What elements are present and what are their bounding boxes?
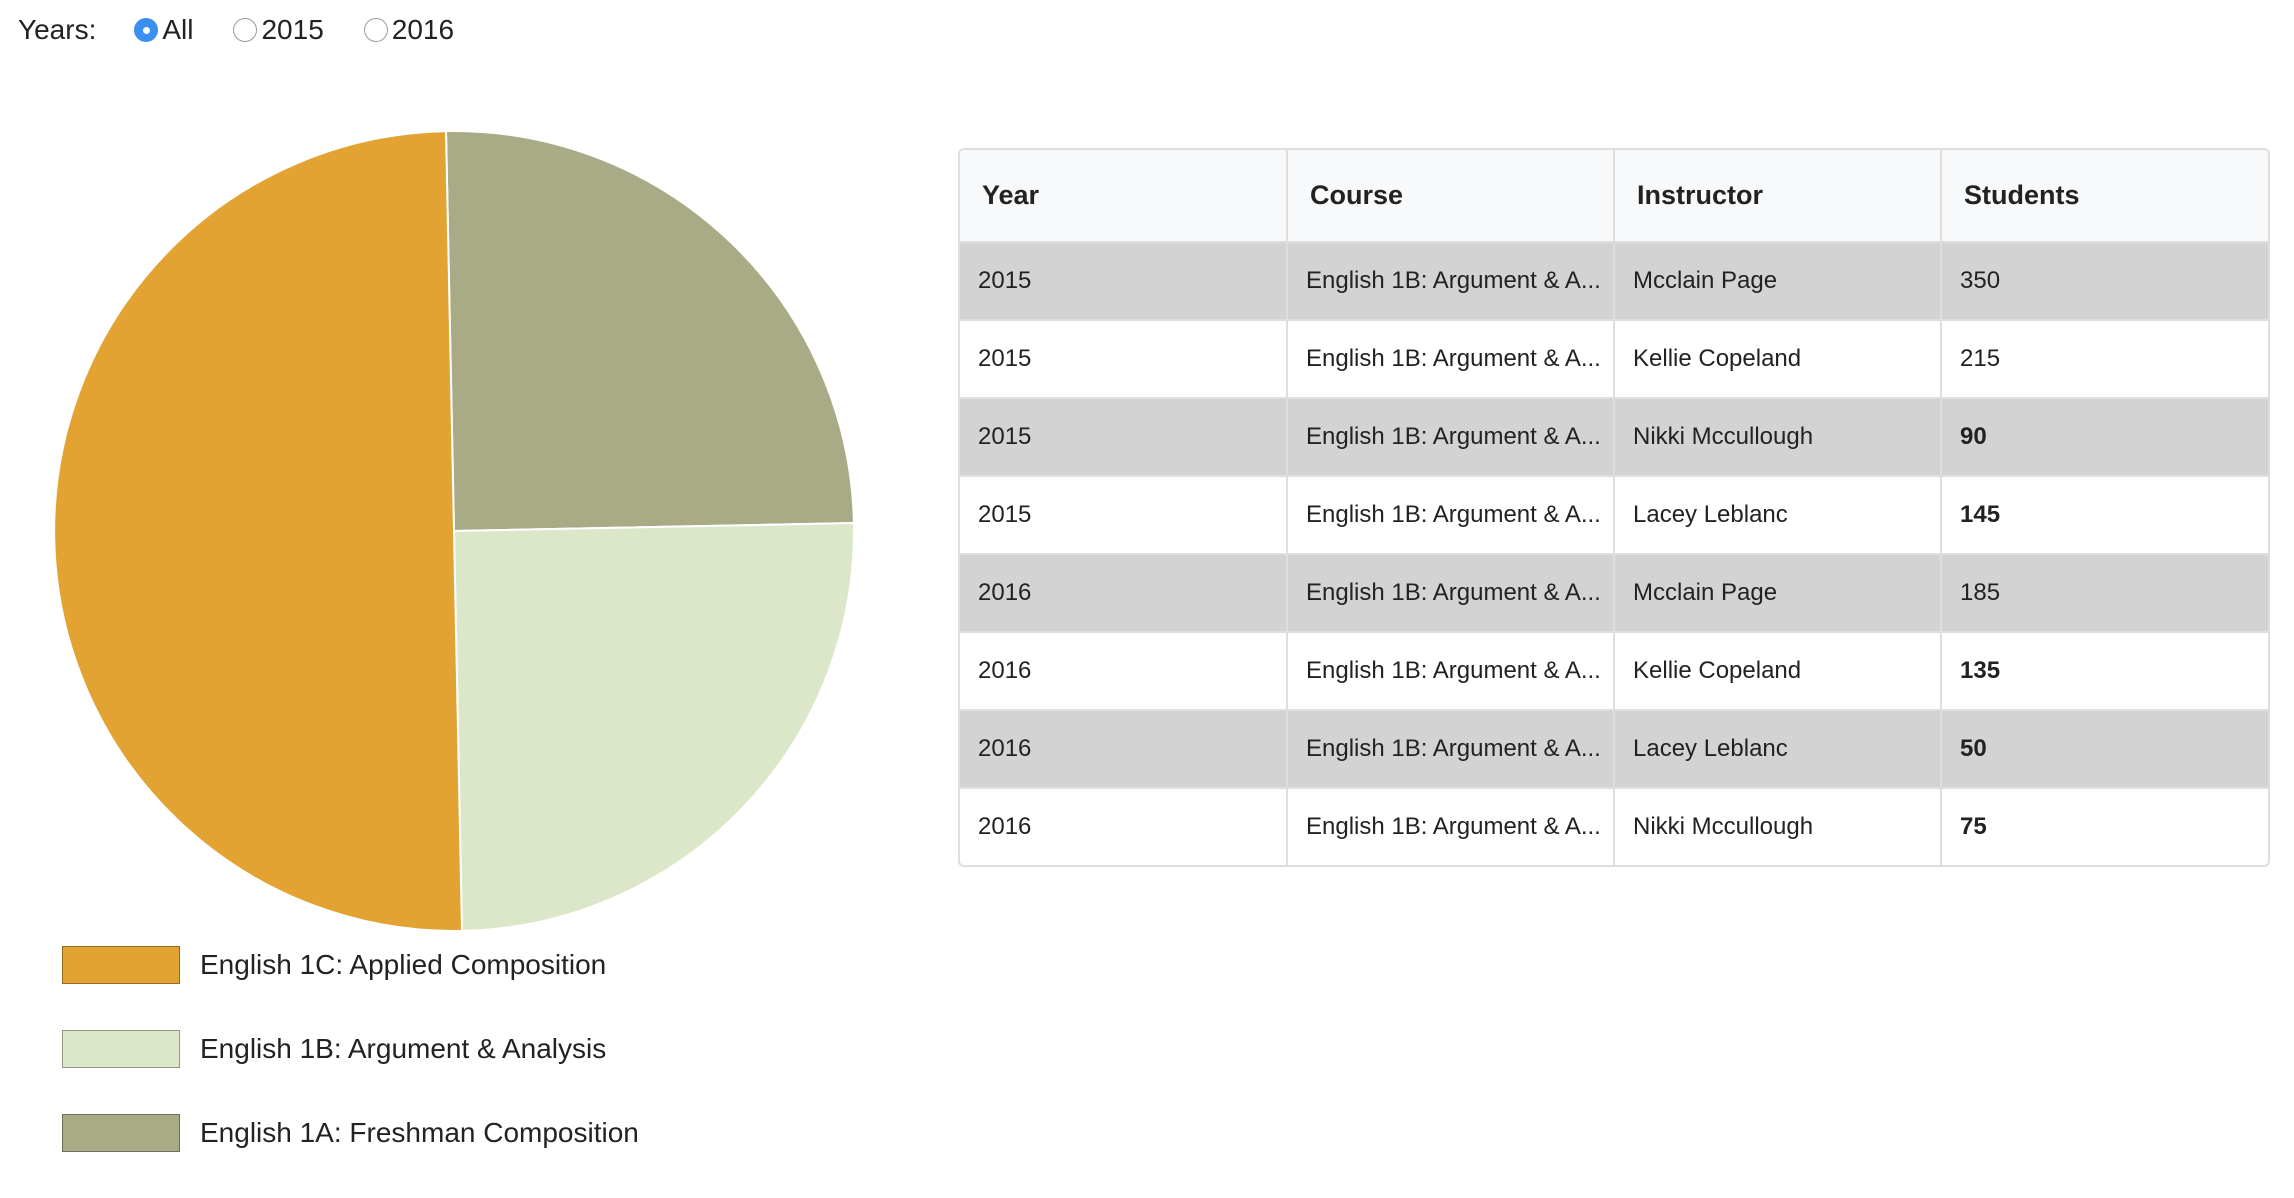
table-row[interactable]: 2016 English 1B: Argument & A... Nikki Mcc… <box>960 788 2268 865</box>
cell-students: 185 <box>1941 554 2268 633</box>
cell-students: 90 <box>1941 398 2268 477</box>
radio-dot <box>142 26 150 34</box>
cell-instructor: Lacey Leblanc <box>1614 476 1942 555</box>
legend-label: English 1C: Applied Composition <box>200 949 607 980</box>
cell-course: English 1B: Argument & A... <box>1287 788 1615 865</box>
pie-chart <box>53 130 855 932</box>
chart-legend: English 1C: Applied Composition English 1… <box>62 946 639 1198</box>
legend-item[interactable]: English 1A: Freshman Composition <box>62 1114 639 1152</box>
cell-year: 2015 <box>960 476 1288 555</box>
table-row[interactable]: 2015 English 1B: Argument & A... Mcclain P… <box>960 242 2268 321</box>
header-students[interactable]: Students <box>1941 150 2268 243</box>
table-row[interactable]: 2015 English 1B: Argument & A... Kellie Co… <box>960 320 2268 399</box>
radio-button-2015[interactable] <box>233 18 258 42</box>
radio-label-2016[interactable]: 2016 <box>391 14 455 45</box>
table-row[interactable]: 2015 English 1B: Argument & A... Nikki Mcc… <box>960 398 2268 477</box>
cell-course: English 1B: Argument & A... <box>1287 476 1615 555</box>
cell-instructor: Kellie Copeland <box>1614 632 1942 711</box>
cell-course: English 1B: Argument & A... <box>1287 554 1615 633</box>
table-row[interactable]: 2016 English 1B: Argument & A... Kellie Co… <box>960 632 2268 711</box>
cell-course: English 1B: Argument & A... <box>1287 320 1615 399</box>
radio-label-all[interactable]: All <box>162 14 194 45</box>
data-table-container: Year Course Instructor Students 2015 Engl… <box>958 148 2270 867</box>
radio-label-2015[interactable]: 2015 <box>261 14 324 45</box>
cell-course: English 1B: Argument & A... <box>1287 710 1615 789</box>
radio-option-2015[interactable]: 2015 <box>233 14 324 46</box>
table-row[interactable]: 2016 English 1B: Argument & A... Lacey Leb… <box>960 710 2268 789</box>
cell-instructor: Mcclain Page <box>1614 554 1942 633</box>
cell-year: 2015 <box>960 242 1288 321</box>
legend-swatch <box>62 1114 180 1152</box>
radio-button-2016[interactable] <box>363 18 388 42</box>
cell-course: English 1B: Argument & A... <box>1287 242 1615 321</box>
pie-slice-english-1c[interactable] <box>53 130 464 932</box>
cell-instructor: Kellie Copeland <box>1614 320 1942 399</box>
cell-instructor: Nikki Mccullough <box>1614 398 1942 477</box>
legend-swatch <box>62 1030 180 1068</box>
radio-option-all[interactable]: All <box>134 14 193 46</box>
cell-course: English 1B: Argument & A... <box>1287 632 1615 711</box>
cell-students: 75 <box>1960 813 1987 840</box>
table-row[interactable]: 2015 English 1B: Argument & A... Lacey Leb… <box>960 476 2268 555</box>
cell-students: 215 <box>1941 320 2268 399</box>
years-label: Years: <box>18 14 97 45</box>
cell-instructor: Nikki Mccullough <box>1614 788 1942 865</box>
years-filter: Years: All 2015 2016 <box>18 10 494 50</box>
cell-students: 50 <box>1941 710 2268 789</box>
radio-button-all[interactable] <box>134 18 159 42</box>
pie-slice-english-1b[interactable] <box>452 521 855 932</box>
cell-instructor: Mcclain Page <box>1614 242 1942 321</box>
cell-year: 2016 <box>960 554 1288 633</box>
pie-slice-english-1a[interactable] <box>444 130 855 533</box>
cell-year: 2015 <box>960 320 1288 399</box>
radio-option-2016[interactable]: 2016 <box>363 14 455 46</box>
cell-course: English 1B: Argument & A... <box>1287 398 1615 477</box>
legend-item[interactable]: English 1B: Argument & Analysis <box>62 1030 639 1068</box>
cell-instructor: Lacey Leblanc <box>1614 710 1942 789</box>
legend-swatch <box>62 946 180 984</box>
table-header-row: Year Course Instructor Students <box>960 150 2268 243</box>
cell-year: 2015 <box>960 398 1288 477</box>
cell-year: 2016 <box>960 788 1288 865</box>
legend-item[interactable]: English 1C: Applied Composition <box>62 946 639 984</box>
data-table: Year Course Instructor Students 2015 Engl… <box>960 150 2268 865</box>
cell-year: 2016 <box>960 710 1288 789</box>
legend-label: English 1B: Argument & Analysis <box>200 1033 607 1064</box>
header-course[interactable]: Course <box>1287 150 1615 243</box>
legend-label: English 1A: Freshman Composition <box>200 1117 639 1148</box>
cell-students: 145 <box>1941 476 2268 555</box>
cell-students: 135 <box>1941 632 2268 711</box>
cell-year: 2016 <box>960 632 1288 711</box>
header-year[interactable]: Year <box>960 150 1288 243</box>
cell-students: 350 <box>1941 242 2268 321</box>
header-instructor[interactable]: Instructor <box>1614 150 1942 243</box>
table-row[interactable]: 2016 English 1B: Argument & A... Mcclain P… <box>960 554 2268 633</box>
